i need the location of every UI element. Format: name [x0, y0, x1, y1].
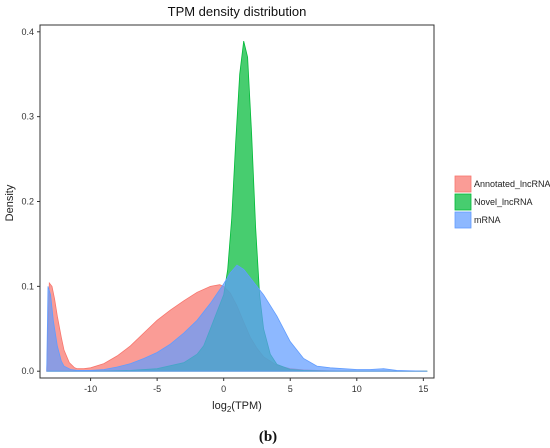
y-tick-label: 0.2: [21, 197, 34, 207]
x-tick-label: 15: [418, 384, 428, 394]
figure-caption: (b): [259, 429, 277, 445]
x-tick-label: 0: [221, 384, 226, 394]
x-tick-label: -5: [153, 384, 161, 394]
density-area-mrna: [46, 264, 428, 372]
y-tick-label: 0.4: [21, 27, 34, 37]
x-tick-label: 5: [288, 384, 293, 394]
legend-key-annotated-lncrna: [454, 175, 472, 193]
chart-title: TPM density distribution: [168, 4, 307, 19]
x-ticks: -10 -5 0 5 10 15: [84, 378, 428, 394]
legend-label-mrna: mRNA: [474, 215, 501, 225]
x-axis-label-rest: (TPM): [231, 400, 262, 412]
series-layer: [46, 41, 428, 372]
x-tick-label: 10: [352, 384, 362, 394]
y-tick-label: 0.1: [21, 281, 34, 291]
y-ticks: 0.0 0.1 0.2 0.3 0.4: [21, 27, 40, 376]
y-axis-label: Density: [4, 184, 16, 221]
legend-label-novel-lncrna: Novel_lncRNA: [474, 197, 533, 207]
legend-label-annotated-lncrna: Annotated_lncRNA: [474, 179, 550, 189]
x-axis-label-main: log: [212, 400, 227, 412]
x-axis-label-subscript: 2: [227, 405, 232, 414]
y-tick-label: 0.0: [21, 366, 34, 376]
legend: Annotated_lncRNA Novel_lncRNA mRNA: [454, 175, 550, 229]
plot-area: [39, 24, 435, 379]
y-tick-label: 0.3: [21, 112, 34, 122]
x-axis: -10 -5 0 5 10 15 log2(TPM): [84, 378, 428, 414]
y-axis: 0.0 0.1 0.2 0.3 0.4 Density: [4, 27, 40, 376]
x-axis-label: log2(TPM): [212, 400, 262, 414]
legend-key-mrna: [454, 211, 472, 229]
x-tick-label: -10: [84, 384, 97, 394]
legend-key-novel-lncrna: [454, 193, 472, 211]
